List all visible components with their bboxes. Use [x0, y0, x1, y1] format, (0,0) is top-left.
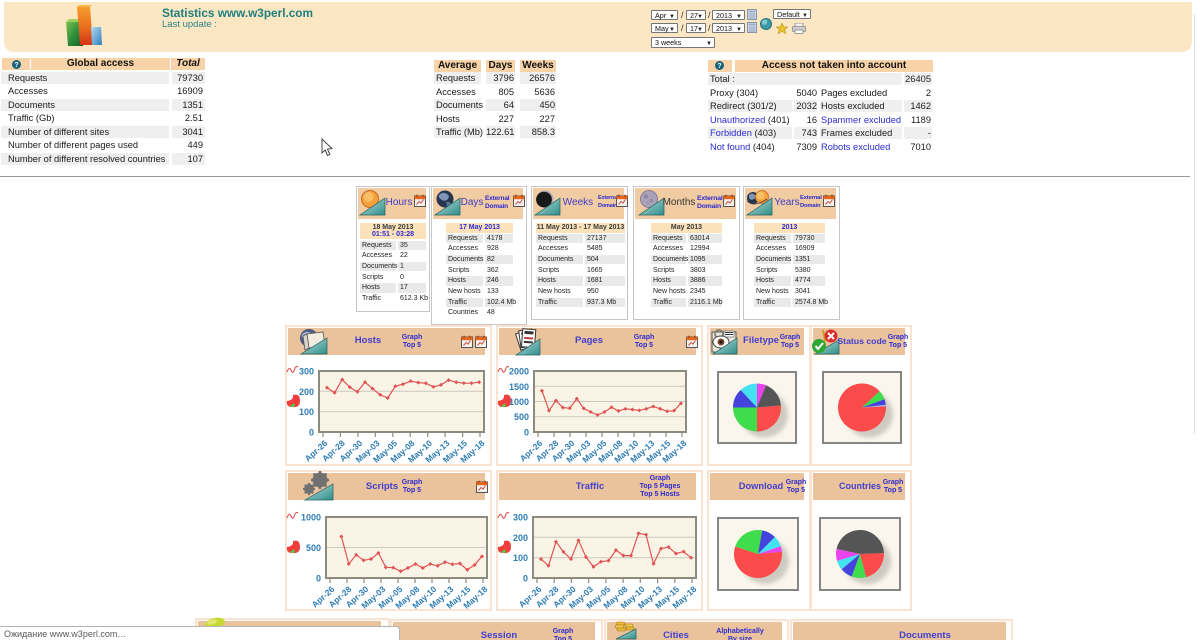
- svg-text:300: 300: [513, 513, 528, 523]
- svg-text:300: 300: [299, 367, 314, 377]
- svg-text:100: 100: [513, 553, 528, 563]
- svg-text:100: 100: [299, 407, 314, 417]
- svg-text:?: ?: [14, 62, 18, 69]
- svg-text:500: 500: [514, 412, 529, 422]
- svg-text:?: ?: [717, 63, 721, 70]
- svg-text:2000: 2000: [509, 367, 529, 377]
- svg-text:0: 0: [316, 574, 321, 584]
- svg-text:0: 0: [524, 428, 529, 438]
- svg-text:200: 200: [513, 533, 528, 543]
- svg-text:500: 500: [306, 543, 321, 553]
- svg-text:0: 0: [523, 574, 528, 584]
- svg-text:1500: 1500: [509, 382, 529, 392]
- svg-text:1000: 1000: [509, 397, 529, 407]
- svg-text:200: 200: [299, 387, 314, 397]
- svg-text:1000: 1000: [301, 513, 321, 523]
- svg-text:0: 0: [309, 428, 314, 438]
